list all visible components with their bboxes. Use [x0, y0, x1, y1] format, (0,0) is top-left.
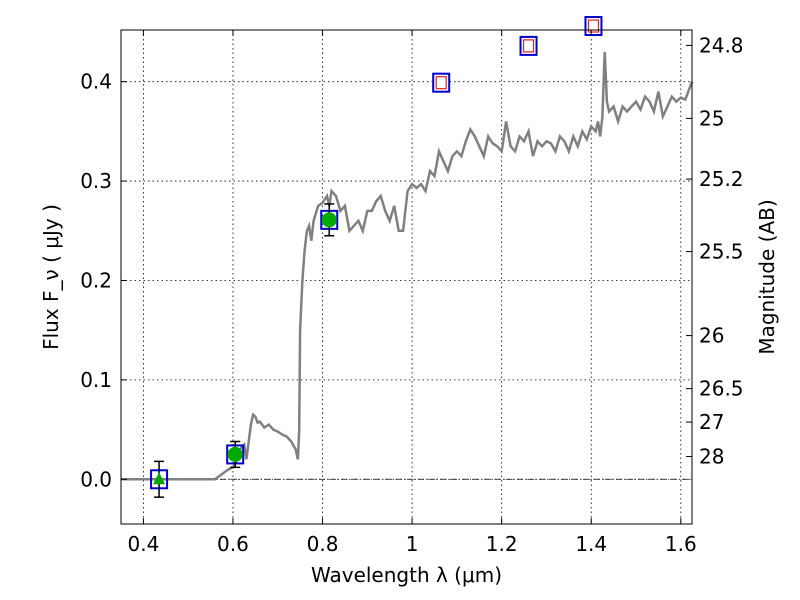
x-tick-label: 0.4: [127, 532, 159, 556]
magnitude-tick-label: 25.5: [699, 240, 744, 264]
x-axis-label: Wavelength λ (μm): [311, 563, 502, 587]
upper-limit-marker: [587, 19, 600, 33]
plot-frame: [120, 29, 693, 525]
magnitude-tick-label: 27: [699, 410, 724, 434]
x-tick-label: 1.4: [575, 532, 607, 556]
magnitude-tick-label: 26: [699, 324, 724, 348]
magnitude-axis-label: Magnitude (AB): [755, 199, 779, 354]
y-tick-label: 0.2: [80, 268, 112, 292]
magnitude-tick-label: 26.5: [699, 377, 744, 401]
detection-circle: [321, 212, 337, 228]
magnitude-tick-label: 25: [699, 106, 724, 130]
y-tick-label: 0.3: [80, 169, 112, 193]
x-tick-label: 1.6: [665, 532, 697, 556]
y-tick-label: 0.0: [80, 467, 112, 491]
upper-limit-marker: [522, 39, 535, 53]
x-tick-label: 1: [406, 532, 419, 556]
x-tick-label: 0.6: [217, 532, 249, 556]
model-spectrum-line: [121, 51, 694, 481]
detection-circle: [227, 446, 243, 462]
y-tick-label: 0.1: [80, 368, 112, 392]
y-axis-label: Flux F_ν ( μJy ): [39, 204, 63, 350]
axis-ticks: [121, 30, 692, 524]
upper-limit-marker: [435, 76, 447, 90]
y-tick-label: 0.4: [80, 70, 112, 94]
photometry-points-group: [150, 16, 603, 498]
detection-triangle: [153, 472, 166, 485]
x-tick-label: 0.8: [307, 532, 339, 556]
magnitude-tick-label: 25.2: [699, 167, 744, 191]
model-spectrum-group: [121, 51, 694, 481]
magnitude-tick-label: 28: [699, 445, 724, 469]
x-tick-label: 1.2: [486, 532, 518, 556]
magnitude-tick-label: 24.8: [699, 33, 744, 57]
tick-labels: 0.4 0.6 0.8 1 1.2 1.4 1.6 0.0 0.1 0.2 0.3 0.4 24.8 25…: [80, 33, 743, 556]
